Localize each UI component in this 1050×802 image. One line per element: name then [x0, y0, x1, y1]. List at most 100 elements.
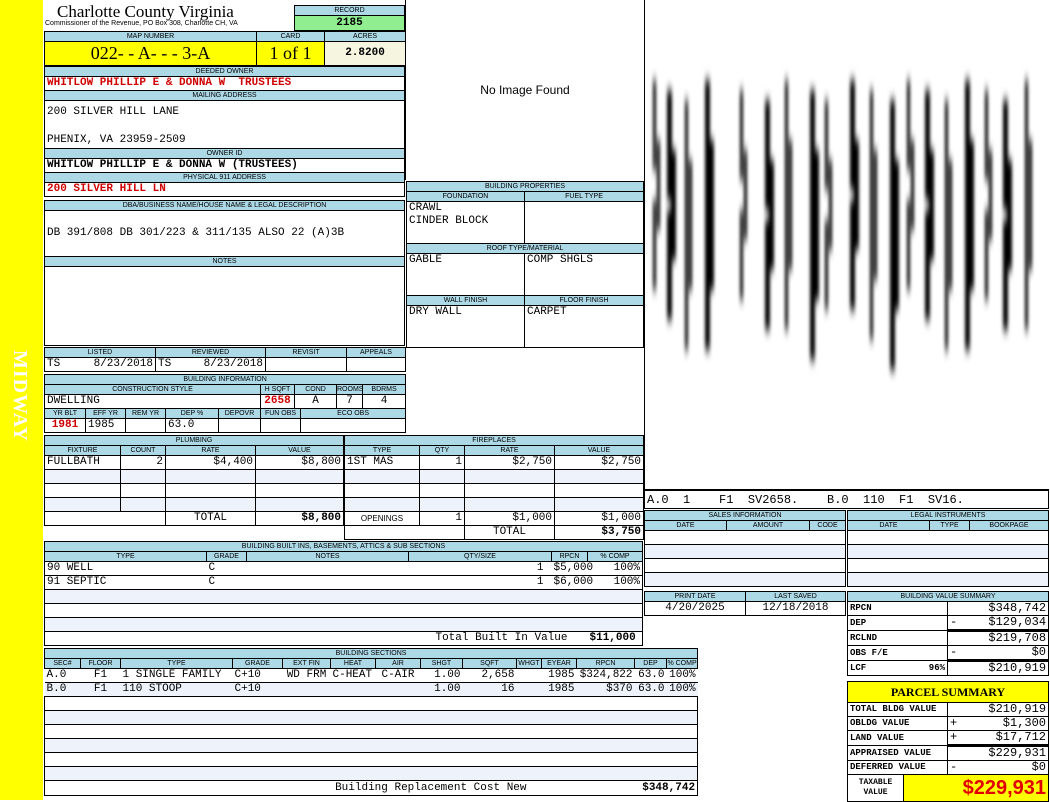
sketch-stroke — [709, 140, 714, 290]
notes-label: NOTES — [44, 256, 405, 267]
record-label: RECORD — [294, 5, 405, 16]
sketch-stroke — [985, 210, 988, 300]
fixture: FULLBATH — [44, 455, 121, 470]
value: $17,712 — [995, 730, 1047, 744]
cell-grade: C+10 — [232, 682, 283, 697]
sketch-stroke — [890, 220, 895, 370]
map-number: 022- - A- - - 3-A — [44, 41, 257, 66]
construction-style: DWELLING — [44, 394, 261, 409]
card-number: 1 of 1 — [256, 41, 325, 66]
sketch-stroke — [874, 150, 877, 280]
sketch-stroke — [907, 200, 910, 290]
summary-label: RPCN — [847, 601, 948, 616]
cell-eyear: 1985 — [541, 668, 577, 683]
qty: 1 — [456, 575, 552, 590]
cell-grade: C+10 — [232, 668, 283, 683]
parcel-value: - $0 — [946, 760, 1050, 775]
sketch-stroke — [890, 100, 895, 250]
comp: 100% — [587, 575, 644, 590]
col-rate: RATE — [165, 445, 256, 456]
legal-label: DBA/BUSINESS NAME/HOUSE NAME & LEGAL DES… — [44, 200, 405, 211]
sketch-stroke — [1003, 100, 1008, 210]
sketch-stroke — [685, 220, 688, 350]
value-summary-label: BUILDING VALUE SUMMARY — [846, 591, 1050, 602]
grade: C — [206, 575, 247, 590]
cell-comp: 100% — [666, 668, 698, 683]
parcel-label: APPRAISED VALUE — [847, 745, 948, 761]
owner-id: WHITLOW PHILLIP E & DONNA W (TRUSTEES) — [44, 158, 405, 173]
col-grade: GRADE — [206, 551, 247, 562]
value: $1,300 — [1002, 716, 1047, 730]
sketch-stroke — [850, 80, 855, 190]
col-8: SQFT — [462, 658, 517, 669]
col-date: DATE — [644, 520, 727, 531]
legal-table: DBA/BUSINESS NAME/HOUSE NAME & LEGAL DES… — [44, 200, 405, 346]
deeded-owner: WHITLOW PHILLIP E & DONNA W TRUSTEES — [44, 76, 405, 91]
bdrms-value: 4 — [361, 394, 407, 409]
empty-row — [43, 752, 699, 767]
value: $8,800 — [255, 455, 344, 470]
col-13: % COMP — [665, 658, 699, 669]
summary-label: OBS F/E — [847, 645, 948, 661]
col-type: TYPE — [344, 445, 420, 456]
label: DEP — [850, 617, 867, 628]
sketch-stroke — [785, 80, 788, 210]
cell-type: 1 SINGLE FAMILY — [120, 668, 233, 683]
cell-floor: F1 — [80, 668, 121, 683]
col-10: EYEAR — [541, 658, 577, 669]
sketch-stroke — [657, 140, 660, 230]
listed-by: TS — [47, 358, 61, 371]
sketch-stroke — [810, 90, 815, 240]
sign: - — [950, 615, 958, 629]
table-row: FULLBATH 2 $4,400 $8,800 — [44, 455, 344, 470]
empty-row — [43, 696, 699, 711]
sketch-stroke — [1003, 220, 1008, 330]
table-row — [43, 738, 699, 753]
review-table: LISTED REVIEWED REVISIT APPEALS TS 8/23/2018… — [44, 347, 406, 372]
table-row — [43, 710, 699, 725]
col-3: GRADE — [232, 658, 283, 669]
sketch-stroke — [785, 200, 788, 330]
sketch-stroke — [925, 90, 930, 200]
fireplaces-label: FIREPLACES — [343, 435, 645, 446]
revisit-label: REVISIT — [265, 347, 347, 358]
rate: $2,750 — [464, 455, 555, 470]
col-qty: QTY — [419, 445, 465, 456]
print-date: 4/20/2025 — [644, 601, 746, 616]
parcel-row: LAND VALUE + $17,712 — [847, 730, 1050, 747]
mailing-line-1: 200 SILVER HILL LANE — [47, 106, 180, 118]
openings-label: OPENINGS — [344, 511, 420, 526]
last-saved-label: LAST SAVED — [745, 591, 846, 602]
sketch-stroke — [740, 90, 743, 180]
cell-dep: 63.0 — [634, 682, 667, 697]
sketch-stroke — [925, 210, 930, 320]
value: $348,742 — [988, 601, 1047, 615]
sketch-stroke — [667, 90, 672, 200]
fireplaces-total: $3,750 — [553, 525, 645, 540]
building-information: BUILDING INFORMATION CONSTRUCTION STYLE H… — [43, 374, 407, 433]
replacement-cost-label: Building Replacement Cost New — [44, 780, 577, 796]
remyr-label: REM YR — [125, 408, 166, 419]
sketch-stroke — [985, 90, 988, 180]
sketch-stroke — [907, 80, 910, 170]
deeded-owner-label: DEEDED OWNER — [44, 66, 405, 77]
parcel-row: OBLDG VALUE + $1,300 — [847, 716, 1050, 731]
hsqft-label: H SQFT — [260, 384, 295, 395]
legal-instruments-label: LEGAL INSTRUMENTS — [846, 510, 1050, 521]
page-title: Charlotte County Virginia — [57, 2, 234, 21]
built-ins-total-label: Total Built In Value — [408, 631, 588, 646]
cell-whgt — [516, 668, 542, 683]
cell-eyear: 1985 — [541, 682, 577, 697]
rooms-label: ROOMS — [336, 384, 363, 395]
map-label: MAP NUMBER — [44, 31, 257, 42]
parcel-label: TOTAL BLDG VALUE — [847, 702, 948, 717]
reviewed-date: 8/23/2018 — [203, 358, 263, 371]
reviewed-label: REVIEWED — [155, 347, 266, 358]
appeals-label: APPEALS — [346, 347, 406, 358]
value: $229,931 — [988, 746, 1047, 760]
parcel-id-table: MAP NUMBER CARD ACRES 022- - A- - - 3-A 1 o… — [44, 31, 406, 66]
sketch-stroke — [965, 200, 970, 350]
built-ins-label: BUILDING BUILT INS, BASEMENTS, ATTICS & … — [43, 541, 644, 552]
sales-table: SALES INFORMATION DATE AMOUNT CODE — [643, 510, 847, 587]
label: LCF — [850, 662, 867, 673]
